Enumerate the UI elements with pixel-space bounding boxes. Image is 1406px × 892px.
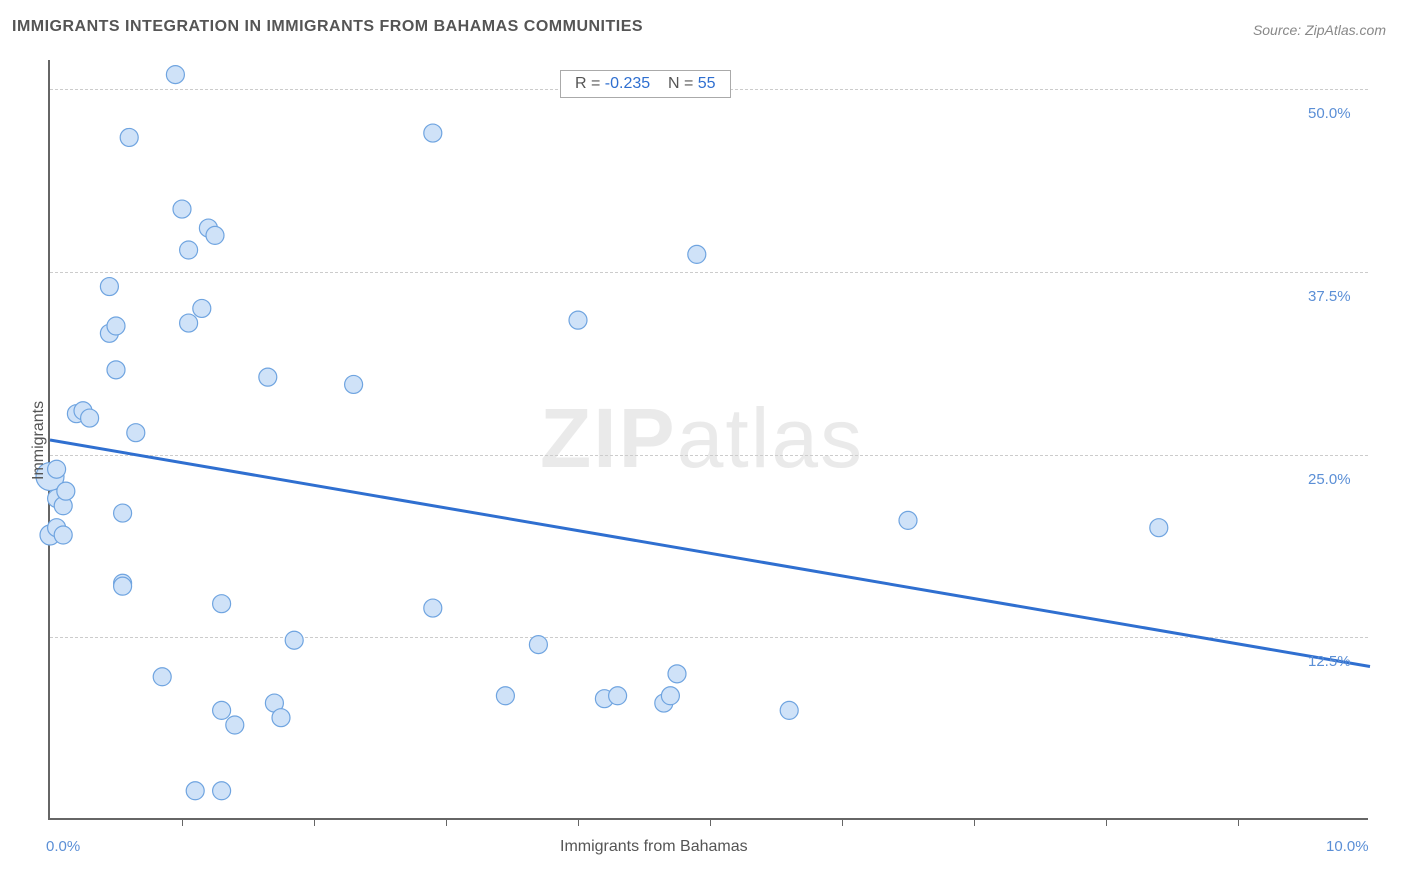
scatter-point [166, 66, 184, 84]
n-value: 55 [698, 75, 716, 92]
scatter-point [661, 687, 679, 705]
x-tick [446, 818, 447, 826]
scatter-point [186, 782, 204, 800]
scatter-point [899, 511, 917, 529]
scatter-point [107, 317, 125, 335]
scatter-point [213, 701, 231, 719]
scatter-svg [50, 60, 1368, 818]
y-tick-label: 12.5% [1308, 653, 1351, 670]
x-tick [974, 818, 975, 826]
y-tick-label: 25.0% [1308, 471, 1351, 488]
scatter-point [424, 599, 442, 617]
scatter-point [424, 124, 442, 142]
y-tick-label: 37.5% [1308, 288, 1351, 305]
trend-line [50, 440, 1370, 667]
scatter-point [668, 665, 686, 683]
scatter-point [57, 482, 75, 500]
scatter-point [780, 701, 798, 719]
y-tick-label: 50.0% [1308, 105, 1351, 122]
scatter-point [100, 278, 118, 296]
scatter-point [569, 311, 587, 329]
scatter-point [127, 424, 145, 442]
scatter-point [107, 361, 125, 379]
n-label: N = [668, 75, 693, 92]
scatter-point [114, 577, 132, 595]
scatter-point [213, 595, 231, 613]
scatter-point [272, 709, 290, 727]
scatter-point [259, 368, 277, 386]
scatter-point [1150, 519, 1168, 537]
scatter-point [173, 200, 191, 218]
y-axis-label: Immigrants [30, 401, 48, 480]
scatter-point [193, 299, 211, 317]
stats-box: R = -0.235 N = 55 [560, 70, 731, 98]
scatter-point [54, 526, 72, 544]
scatter-point [114, 504, 132, 522]
x-end-label: 10.0% [1326, 838, 1369, 855]
x-tick [1106, 818, 1107, 826]
scatter-point [609, 687, 627, 705]
scatter-point [120, 128, 138, 146]
scatter-point [48, 460, 66, 478]
scatter-point [529, 636, 547, 654]
source-label: Source: ZipAtlas.com [1253, 22, 1386, 38]
scatter-point [153, 668, 171, 686]
scatter-point [285, 631, 303, 649]
x-axis-label: Immigrants from Bahamas [560, 838, 748, 856]
scatter-point [688, 245, 706, 263]
r-value: -0.235 [605, 75, 650, 92]
scatter-point [180, 241, 198, 259]
plot-area: ZIPatlas R = -0.235 N = 55 [48, 60, 1368, 820]
scatter-point [226, 716, 244, 734]
r-label: R = [575, 75, 600, 92]
x-start-label: 0.0% [46, 838, 80, 855]
scatter-point [81, 409, 99, 427]
chart-title: IMMIGRANTS INTEGRATION IN IMMIGRANTS FRO… [12, 18, 643, 36]
scatter-point [206, 226, 224, 244]
x-tick [182, 818, 183, 826]
scatter-point [180, 314, 198, 332]
scatter-point [213, 782, 231, 800]
x-tick [578, 818, 579, 826]
x-tick [710, 818, 711, 826]
x-tick [842, 818, 843, 826]
x-tick [314, 818, 315, 826]
scatter-point [496, 687, 514, 705]
x-tick [1238, 818, 1239, 826]
scatter-point [345, 375, 363, 393]
